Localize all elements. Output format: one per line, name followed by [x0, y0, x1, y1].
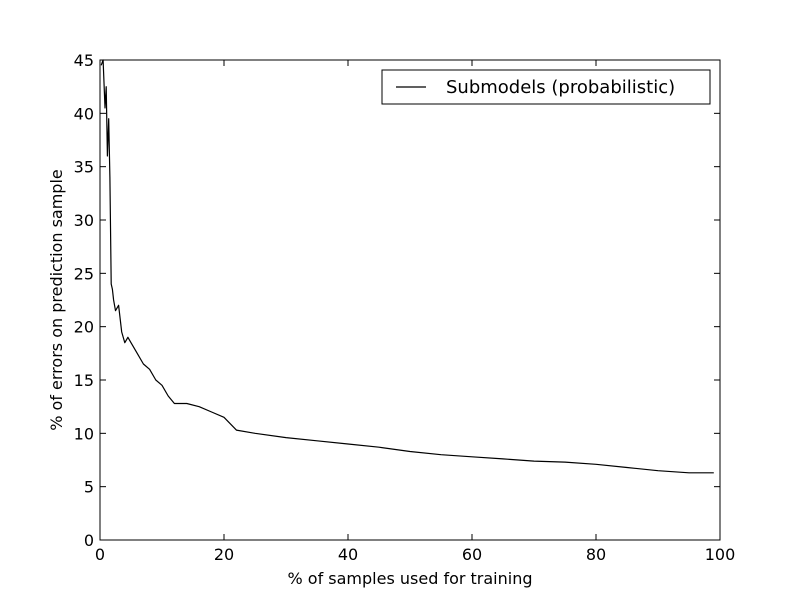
- plot-area: [99, 59, 721, 541]
- x-axis-label: % of samples used for training: [287, 569, 532, 588]
- x-tick-label: 60: [462, 545, 482, 564]
- axis-ticks: 0 20 40 60 80 100 0 5 10 15 20 25 30 35 40 45: [74, 51, 736, 564]
- series-line: [100, 59, 714, 474]
- series-layer: [100, 59, 714, 474]
- y-tick-label: 30: [74, 211, 94, 230]
- y-tick-label: 0: [84, 531, 94, 550]
- x-tick-label: 100: [705, 545, 736, 564]
- legend: Submodels (probabilistic): [381, 69, 711, 105]
- y-axis-label: % of errors on prediction sample: [47, 169, 66, 431]
- y-tick-label: 40: [74, 104, 94, 123]
- legend-label: Submodels (probabilistic): [446, 77, 675, 98]
- x-tick-label: 20: [214, 545, 234, 564]
- x-tick-label: 0: [95, 545, 105, 564]
- y-tick-label: 45: [74, 51, 94, 70]
- y-tick-label: 10: [74, 424, 94, 443]
- y-tick-label: 20: [74, 318, 94, 337]
- x-tick-label: 80: [586, 545, 606, 564]
- x-tick-label: 40: [338, 545, 358, 564]
- y-tick-label: 25: [74, 264, 94, 283]
- y-tick-label: 15: [74, 371, 94, 390]
- y-tick-label: 35: [74, 158, 94, 177]
- y-tick-label: 5: [84, 478, 94, 497]
- legend-box: [381, 69, 711, 105]
